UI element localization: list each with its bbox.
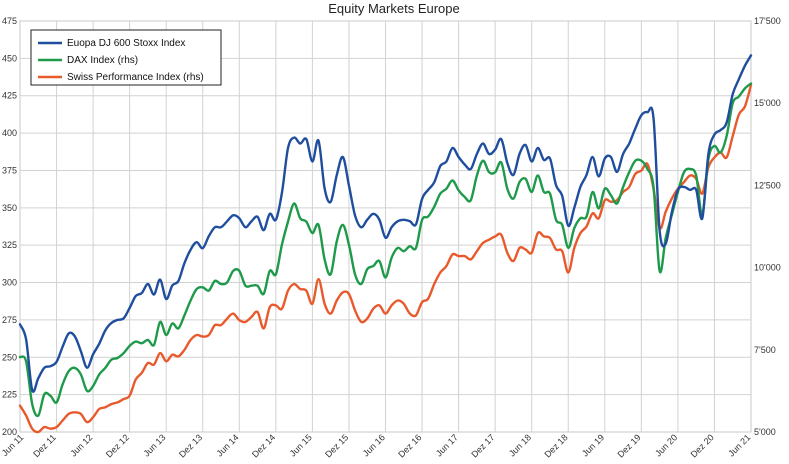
right-tick-label: 7'500 [754, 345, 776, 355]
x-tick-label: Jun 19 [580, 432, 606, 458]
x-tick-label: Dez 15 [323, 432, 350, 459]
legend: Euopa DJ 600 Stoxx Index DAX Index (rhs)… [30, 29, 222, 86]
right-tick-label: 10'000 [754, 263, 781, 273]
right-tick-label: 5'000 [754, 427, 776, 437]
x-axis-ticks: Jun 11 Dez 11 Jun 12 Dez 12 Jun 13 Dez 13 Jun … [0, 432, 752, 459]
x-tick-label: Dez 18 [542, 432, 569, 459]
left-tick-label: 200 [2, 427, 17, 437]
x-tick-label: Jun 13 [141, 432, 167, 458]
x-tick-label: Dez 17 [469, 432, 496, 459]
left-axis-ticks: 200 225 250 275 300 325 350 375 400 425 450 475 [2, 16, 17, 437]
x-tick-label: Dez 11 [31, 432, 58, 459]
left-tick-label: 225 [2, 390, 17, 400]
x-tick-label: Dez 16 [396, 432, 423, 459]
left-tick-label: 350 [2, 203, 17, 213]
gridlines [20, 21, 751, 432]
right-tick-label: 12'500 [754, 180, 781, 190]
left-tick-label: 300 [2, 278, 17, 288]
left-tick-label: 400 [2, 128, 17, 138]
x-tick-label: Jun 14 [215, 432, 241, 458]
x-tick-label: Dez 19 [616, 432, 643, 459]
legend-label-dax: DAX Index (rhs) [67, 55, 138, 66]
right-tick-label: 17'500 [754, 16, 781, 26]
x-tick-label: Jun 20 [653, 432, 679, 458]
x-tick-label: Dez 13 [177, 432, 204, 459]
right-tick-label: 15'000 [754, 98, 781, 108]
x-tick-label: Dez 14 [250, 432, 277, 459]
legend-box [30, 29, 222, 86]
left-tick-label: 425 [2, 91, 17, 101]
left-tick-label: 325 [2, 240, 17, 250]
series-lines [18, 54, 753, 434]
x-tick-label: Jun 21 [726, 432, 752, 458]
x-tick-label: Dez 12 [104, 432, 131, 459]
chart-title: Equity Markets Europe [328, 1, 460, 16]
left-tick-label: 450 [2, 53, 17, 63]
left-tick-label: 275 [2, 315, 17, 325]
right-axis-ticks: 5'000 7'500 10'000 12'500 15'000 17'500 [754, 16, 781, 437]
x-tick-label: Jun 18 [507, 432, 533, 458]
x-tick-label: Jun 16 [361, 432, 387, 458]
x-tick-label: Jun 15 [288, 432, 314, 458]
legend-label-stoxx: Euopa DJ 600 Stoxx Index [67, 38, 185, 49]
legend-label-spi: Swiss Performance Index (rhs) [67, 72, 204, 83]
left-tick-label: 475 [2, 16, 17, 26]
series-line-spi [18, 83, 753, 434]
x-tick-label: Dez 20 [689, 432, 716, 459]
x-tick-label: Jun 12 [68, 432, 94, 458]
series-line-stoxx [18, 54, 753, 393]
left-tick-label: 250 [2, 352, 17, 362]
left-tick-label: 375 [2, 165, 17, 175]
x-tick-label: Jun 17 [434, 432, 460, 458]
series-line-dax [18, 82, 753, 418]
